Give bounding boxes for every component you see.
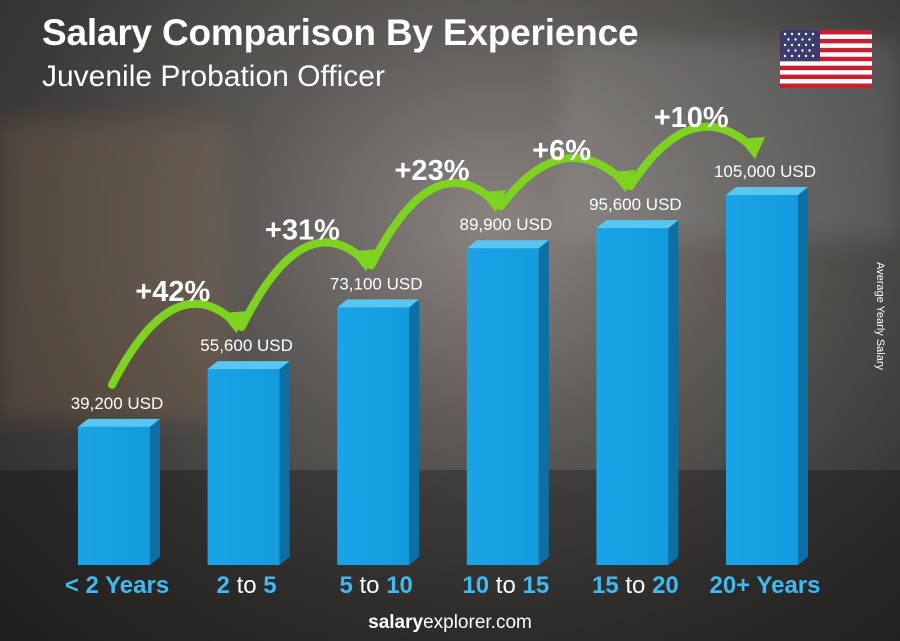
- increase-percent: +23%: [395, 155, 470, 187]
- value-label: 89,900 USD: [459, 215, 552, 234]
- category-label: < 2 Years: [65, 572, 169, 599]
- bar: [466, 248, 539, 565]
- bar: [207, 369, 280, 565]
- increase-arrow: [496, 153, 627, 211]
- bar-top: [207, 361, 290, 370]
- increase-arrow: [108, 299, 238, 389]
- increase-percent: +31%: [265, 214, 340, 246]
- bar-side: [150, 418, 160, 565]
- bar-side: [798, 187, 808, 565]
- bar: [78, 426, 150, 565]
- footer-brand-bold: salary: [368, 612, 424, 633]
- value-label: 105,000 USD: [714, 162, 816, 181]
- bar-top: [466, 240, 549, 249]
- bar: [726, 195, 798, 565]
- increase-arrow: [367, 179, 497, 270]
- background-shape-left: [0, 120, 230, 420]
- bar-side: [668, 220, 679, 565]
- bar-top: [337, 299, 420, 308]
- bar-group: [596, 220, 679, 565]
- increase-arrow: [626, 122, 756, 191]
- bar-top: [726, 187, 808, 195]
- category-label: 15 to 20: [592, 572, 679, 599]
- increase-arrow-head: [220, 311, 247, 334]
- category-label: 10 to 15: [462, 572, 549, 599]
- bar-group: [337, 299, 420, 565]
- category-label: 5 to 10: [339, 572, 412, 599]
- chart-subtitle: Juvenile Probation Officer: [42, 60, 385, 93]
- category-label: 20+ Years: [709, 572, 820, 599]
- bar-side: [538, 240, 549, 565]
- bar-group: [466, 240, 549, 565]
- bar: [596, 228, 669, 565]
- bar-group: [726, 187, 808, 565]
- us-flag-icon: [780, 30, 872, 88]
- bar-side: [279, 361, 290, 565]
- bar-top: [596, 220, 679, 229]
- category-label: 2 to 5: [217, 572, 277, 599]
- bar-side: [409, 299, 420, 565]
- increase-percent: +6%: [532, 135, 591, 167]
- increase-percent: +10%: [654, 102, 729, 134]
- chart-title: Salary Comparison By Experience: [42, 12, 639, 53]
- increase-arrow-head: [609, 170, 636, 193]
- value-label: 73,100 USD: [330, 274, 423, 293]
- bar-top: [78, 418, 160, 427]
- bar-group: [207, 361, 290, 565]
- bar-group: [78, 418, 160, 565]
- value-label: 39,200 USD: [71, 394, 164, 413]
- bar: [337, 307, 410, 565]
- increase-percent: +42%: [135, 276, 210, 308]
- increase-arrow-head: [479, 190, 506, 213]
- increase-arrow-head: [350, 249, 377, 272]
- site-footer[interactable]: salaryexplorer.com: [0, 612, 900, 634]
- increase-arrow: [237, 238, 368, 332]
- y-axis-label: Average Yearly Salary: [874, 261, 886, 371]
- value-label: 95,600 USD: [589, 195, 682, 214]
- footer-brand-rest: explorer.com: [423, 612, 532, 633]
- increase-arrow-head: [739, 137, 765, 159]
- value-label: 55,600 USD: [200, 336, 293, 355]
